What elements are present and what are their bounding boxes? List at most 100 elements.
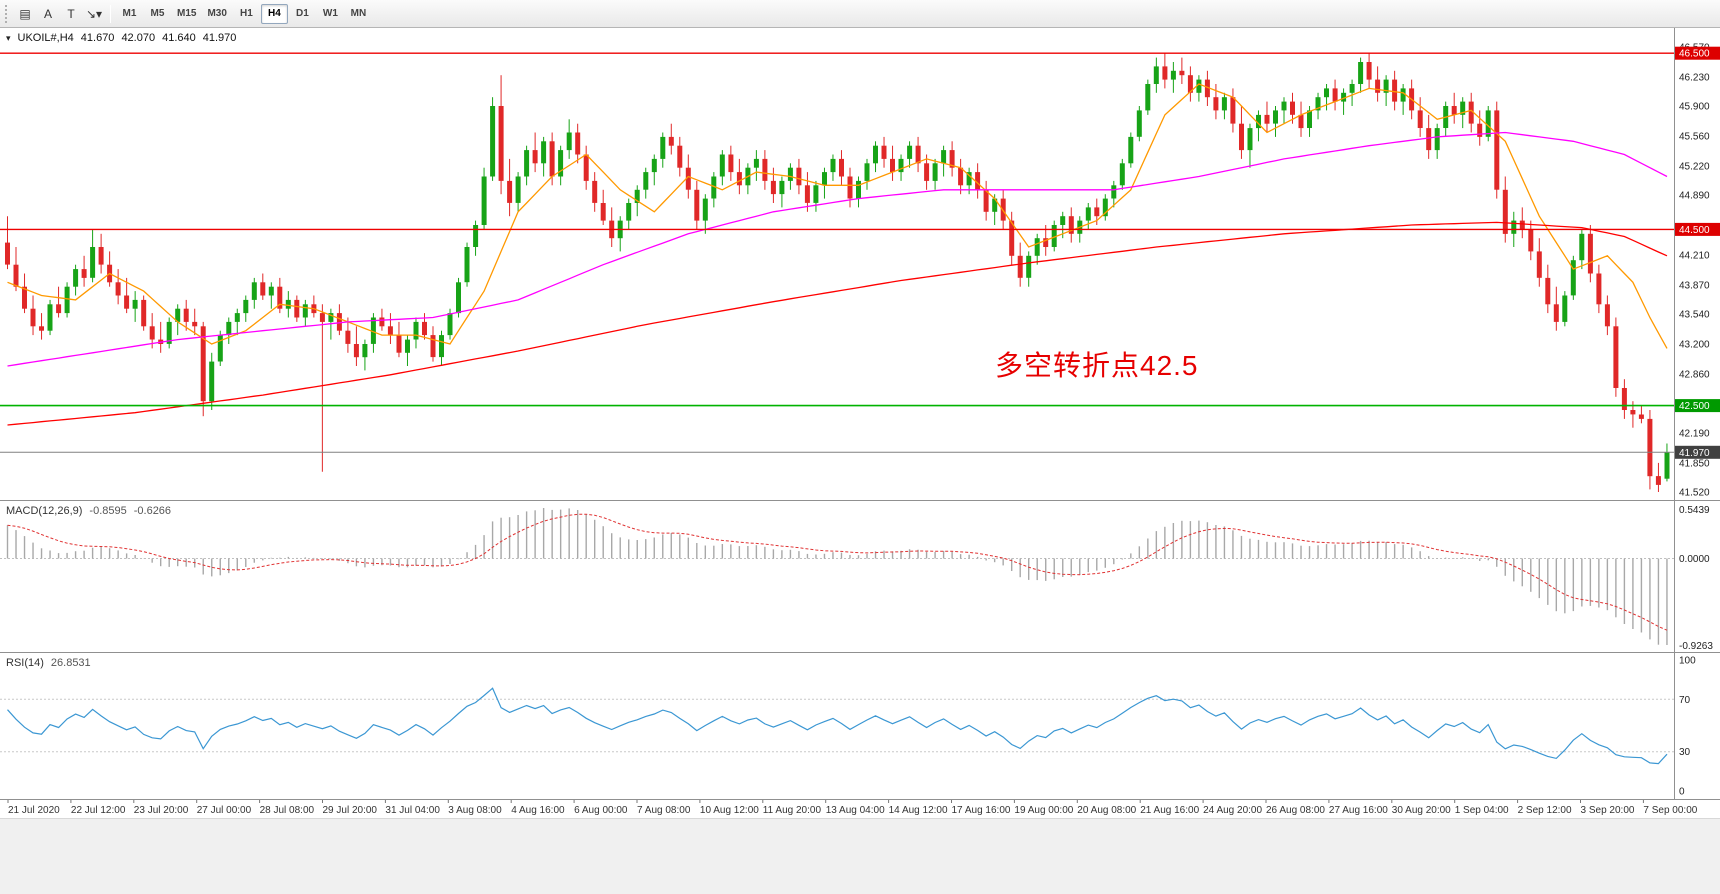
rsi-scale-label: 100 [1679, 656, 1696, 667]
candle-body [1392, 79, 1398, 102]
candle-body [277, 286, 283, 309]
price-tick-label: 41.520 [1679, 488, 1710, 499]
price-tick-label: 43.870 [1679, 280, 1710, 291]
time-label: 27 Aug 16:00 [1329, 805, 1388, 816]
candle-body [217, 335, 223, 362]
candle-body [1596, 273, 1602, 305]
candle-body [1230, 97, 1236, 124]
time-label: 22 Jul 12:00 [71, 805, 126, 816]
candle-body [1366, 62, 1372, 80]
candle-body [226, 321, 232, 336]
time-label: 1 Sep 04:00 [1455, 805, 1509, 816]
candle-body [447, 313, 453, 336]
price-tick-label: 42.190 [1679, 429, 1710, 440]
cursor-tool-icon[interactable]: A [43, 6, 52, 21]
timeframe-button-h4[interactable]: H4 [260, 3, 288, 24]
candle-body [132, 299, 138, 309]
time-label: 20 Aug 08:00 [1077, 805, 1136, 816]
candle-body [1315, 97, 1321, 111]
candle-body [524, 150, 530, 177]
candle-body [1256, 114, 1261, 129]
timeframe-button-m1[interactable]: M1 [116, 4, 143, 24]
chart-canvas[interactable]: 46.57046.23045.90045.56045.22044.89044.2… [0, 28, 1720, 894]
macd-label: MACD(12,26,9) -0.8595 -0.6266 [6, 505, 171, 517]
timeframe-buttons: M1 M5 M15 M30 H1 H4 D1 W1 MN [116, 3, 372, 24]
time-label: 3 Aug 08:00 [448, 805, 502, 816]
candle-body [1239, 123, 1244, 151]
ohlc-open: 41.670 [80, 32, 115, 44]
candle-body [558, 150, 564, 177]
candle-body [302, 304, 308, 318]
candle-body [251, 282, 257, 300]
price-badge [1675, 445, 1720, 459]
candle-body [541, 141, 547, 164]
timeframe-button-mn[interactable]: MN [345, 4, 372, 24]
candle-body [90, 247, 96, 278]
candle-body [907, 145, 913, 159]
candle-body [456, 282, 461, 314]
candle-body [209, 361, 215, 402]
symbol-dropdown-icon[interactable]: ▾ [6, 32, 11, 43]
candle-body [1307, 110, 1312, 128]
candle-body [39, 326, 44, 331]
price-badge [1675, 46, 1720, 60]
candle-body [804, 185, 810, 203]
timeframe-button-h1[interactable]: H1 [233, 4, 260, 24]
timeframe-button-m15[interactable]: M15 [172, 4, 201, 24]
candle-body [566, 132, 572, 151]
candle-body [685, 167, 691, 190]
candle-body [1604, 304, 1610, 327]
draw-arrow-tool-icon[interactable]: ↘▾ [85, 6, 103, 21]
candle-body [839, 158, 844, 177]
time-label: 10 Aug 12:00 [700, 805, 759, 816]
candle-body [1128, 136, 1134, 164]
candle-body [1341, 92, 1347, 102]
candle-body [1324, 88, 1329, 98]
candle-body [1043, 238, 1049, 247]
candle-body [141, 299, 147, 327]
candle-body [379, 317, 385, 327]
candle-body [736, 172, 742, 186]
rsi-line [7, 687, 1668, 765]
candle-body [634, 189, 640, 203]
candle-body [353, 344, 359, 358]
candle-body [532, 150, 538, 164]
drawing-tools-group: ▤ A T ↘▾ [14, 4, 105, 24]
candle-body [1068, 216, 1074, 234]
toolbar-grip[interactable] [5, 4, 10, 23]
price-tick-label: 43.540 [1679, 310, 1710, 321]
candle-body [1094, 207, 1100, 217]
timeframe-button-m5[interactable]: M5 [144, 4, 171, 24]
price-tick-label: 44.890 [1679, 191, 1710, 202]
price-tick-label: 45.900 [1679, 102, 1710, 113]
candle-body [796, 167, 802, 186]
candle-body [1136, 110, 1142, 137]
candle-body [370, 317, 376, 344]
ma-fast-orange-line [7, 83, 1668, 349]
candle-body [1528, 229, 1534, 252]
candle-body [549, 141, 555, 177]
text-label-tool-icon[interactable]: T [67, 6, 75, 21]
time-label: 13 Aug 04:00 [826, 805, 885, 816]
candle-body [1545, 277, 1551, 305]
timeframe-button-m30[interactable]: M30 [202, 4, 231, 24]
candle-body [1119, 163, 1125, 186]
candle-body [1511, 220, 1517, 234]
candle-body [719, 154, 725, 177]
candle-body [890, 158, 895, 173]
time-label: 14 Aug 12:00 [889, 805, 948, 816]
candle-body [1051, 225, 1057, 247]
candle-body [898, 158, 904, 173]
chart-window-icon[interactable]: ▤ [19, 6, 31, 21]
candle-body [1587, 233, 1593, 274]
timeframe-button-w1[interactable]: W1 [317, 4, 344, 24]
time-label: 29 Jul 20:00 [323, 805, 378, 816]
price-tick-label: 44.210 [1679, 251, 1710, 262]
candle-body [5, 242, 10, 265]
candle-body [1034, 238, 1040, 256]
time-label: 3 Sep 20:00 [1581, 805, 1635, 816]
candle-body [260, 282, 266, 296]
timeframe-button-d1[interactable]: D1 [289, 4, 316, 24]
candle-body [1111, 185, 1117, 199]
candle-body [1060, 216, 1066, 225]
